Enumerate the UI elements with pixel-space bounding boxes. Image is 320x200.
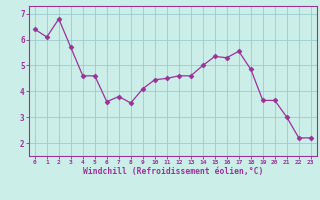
- X-axis label: Windchill (Refroidissement éolien,°C): Windchill (Refroidissement éolien,°C): [83, 167, 263, 176]
